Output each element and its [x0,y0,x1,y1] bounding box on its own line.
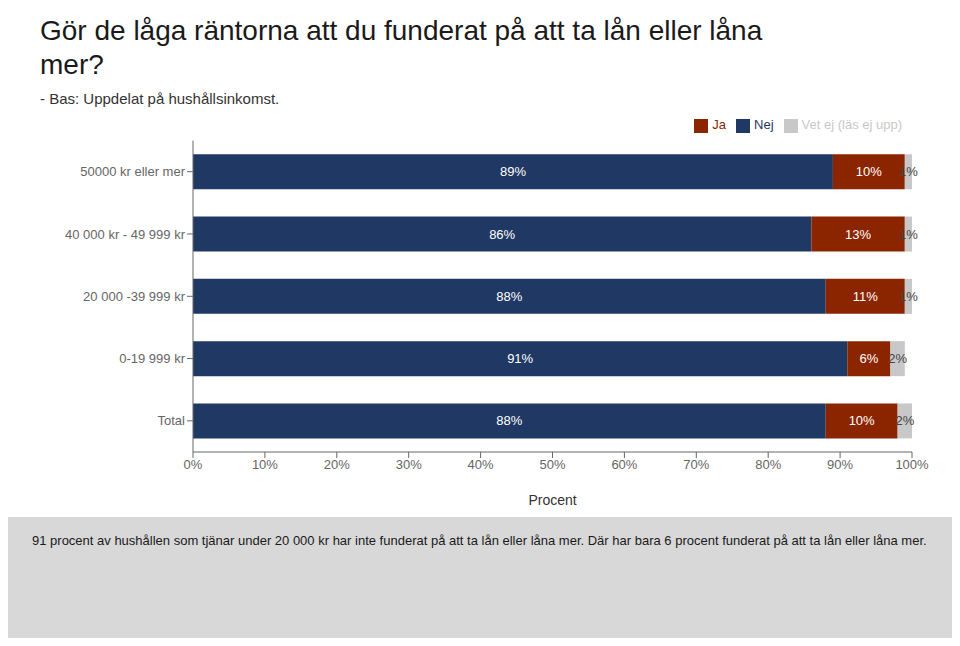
svg-text:1%: 1% [899,289,918,304]
svg-text:6%: 6% [859,351,878,366]
svg-text:Procent: Procent [528,492,576,508]
svg-text:10%: 10% [856,164,882,179]
svg-text:89%: 89% [500,164,526,179]
svg-text:91%: 91% [507,351,533,366]
svg-text:2%: 2% [895,413,914,428]
svg-text:20%: 20% [324,457,350,472]
html-text:- Bas: Uppdelat på hushållsink: - Bas: Uppdelat på hushållsinkomst. [40,90,280,107]
svg-text:60%: 60% [611,457,637,472]
svg-text:86%: 86% [489,227,515,242]
svg-text:1%: 1% [899,164,918,179]
svg-text:0%: 0% [184,457,203,472]
svg-text:88%: 88% [496,413,522,428]
svg-text:80%: 80% [755,457,781,472]
svg-text:Total: Total [158,413,186,428]
svg-text:30%: 30% [396,457,422,472]
svg-text:0-19 999 kr: 0-19 999 kr [119,351,185,366]
svg-text:1%: 1% [899,227,918,242]
svg-text:40%: 40% [468,457,494,472]
html-text:Vet ej (läs ej upp): Vet ej (läs ej upp) [801,117,902,132]
svg-text:90%: 90% [827,457,853,472]
svg-text:88%: 88% [496,289,522,304]
svg-text:40 000 kr - 49 999 kr: 40 000 kr - 49 999 kr [65,227,186,242]
svg-text:20 000 -39 999 kr: 20 000 -39 999 kr [83,289,186,304]
html-text:91 procent av hushållen som tj: 91 procent av hushållen som tjänar under… [32,533,927,548]
html-text:Nej: Nej [754,117,774,132]
html-text:Ja: Ja [712,117,726,132]
svg-text:10%: 10% [849,413,875,428]
html-text:Gör de låga räntorna att du fu: Gör de låga räntorna att du funderat på … [40,15,763,80]
svg-text:11%: 11% [853,289,878,304]
svg-text:10%: 10% [252,457,278,472]
svg-text:70%: 70% [683,457,709,472]
svg-text:2%: 2% [888,351,907,366]
svg-text:50000 kr eller mer: 50000 kr eller mer [80,164,185,179]
svg-text:13%: 13% [845,227,871,242]
svg-text:100%: 100% [895,457,929,472]
svg-text:50%: 50% [539,457,565,472]
